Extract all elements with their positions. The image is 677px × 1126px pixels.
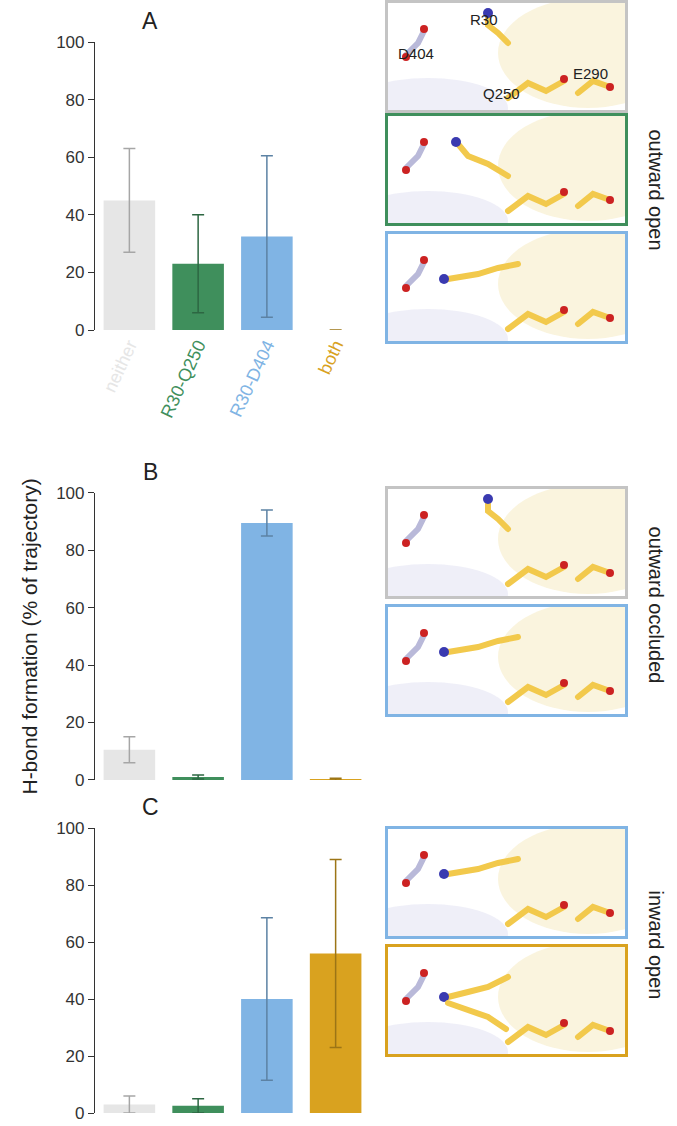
svg-text:neither: neither xyxy=(100,337,141,395)
svg-text:40: 40 xyxy=(66,990,85,1009)
svg-text:R30-D404: R30-D404 xyxy=(226,337,279,420)
svg-text:20: 20 xyxy=(66,263,85,282)
svg-text:40: 40 xyxy=(66,656,85,675)
html-text:R30: R30 xyxy=(470,11,498,28)
svg-text:100: 100 xyxy=(56,33,84,52)
svg-text:R30-Q250: R30-Q250 xyxy=(157,337,210,421)
svg-text:A: A xyxy=(142,8,158,34)
svg-text:0: 0 xyxy=(75,771,84,790)
svg-text:80: 80 xyxy=(66,876,85,895)
svg-text:80: 80 xyxy=(66,541,85,560)
html-text:Q250: Q250 xyxy=(483,85,520,102)
html-text:E290: E290 xyxy=(573,65,608,82)
svg-text:both: both xyxy=(314,337,347,377)
svg-text:60: 60 xyxy=(66,148,85,167)
svg-text:60: 60 xyxy=(66,599,85,618)
svg-text:20: 20 xyxy=(66,1047,85,1066)
svg-text:0: 0 xyxy=(75,321,84,340)
svg-text:80: 80 xyxy=(66,91,85,110)
svg-text:40: 40 xyxy=(66,206,85,225)
svg-text:100: 100 xyxy=(56,819,84,838)
html-text:D404: D404 xyxy=(398,45,434,62)
svg-text:C: C xyxy=(142,794,159,820)
svg-text:0: 0 xyxy=(75,1104,84,1123)
html-text:inward open: inward open xyxy=(644,890,667,1000)
html-text:outward open: outward open xyxy=(644,129,667,251)
html-text:outward occluded: outward occluded xyxy=(644,526,667,684)
svg-text:20: 20 xyxy=(66,713,85,732)
svg-text:H-bond formation (% of traject: H-bond formation (% of trajectory) xyxy=(18,478,41,794)
svg-text:B: B xyxy=(143,459,158,485)
svg-text:60: 60 xyxy=(66,933,85,952)
svg-text:100: 100 xyxy=(56,484,84,503)
